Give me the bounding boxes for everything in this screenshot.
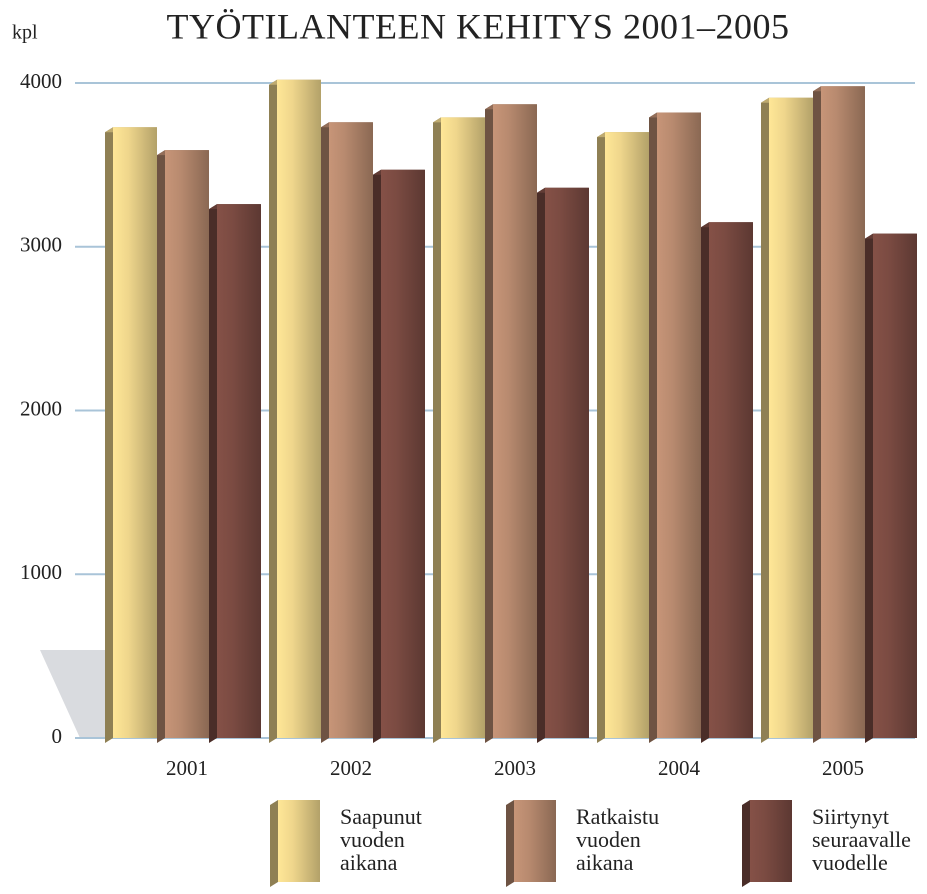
bar-side <box>269 79 277 744</box>
bar <box>545 187 589 739</box>
bar <box>441 117 485 738</box>
bar <box>165 150 209 738</box>
legend-swatch-side <box>742 800 750 887</box>
y-tick-label: 1000 <box>20 560 62 584</box>
legend-swatch <box>514 800 556 882</box>
bar-side <box>321 122 329 744</box>
legend-label: Siirtynyt seuraavalle vuodelle <box>812 804 911 875</box>
x-tick-label: 2005 <box>822 756 864 780</box>
bar-side <box>865 233 873 743</box>
chart-title: TYÖTILANTEEN KEHITYS 2001–2005 <box>167 6 790 46</box>
legend-label: Saapunut vuoden aikana <box>340 804 422 875</box>
bar-side <box>813 86 821 743</box>
bar-side <box>701 222 709 743</box>
bar <box>657 112 701 739</box>
bar-side <box>597 132 605 743</box>
y-axis-label: kpl <box>12 22 38 44</box>
bar-side <box>157 150 165 743</box>
legend-swatch-side <box>270 800 278 887</box>
bar <box>709 222 753 738</box>
bar <box>381 169 425 739</box>
bar <box>821 86 865 738</box>
legend-swatch <box>750 800 792 882</box>
bar <box>493 104 537 739</box>
bar-side <box>373 169 381 744</box>
bar-side <box>209 204 217 744</box>
bar <box>873 233 917 738</box>
bar-side <box>649 112 657 744</box>
legend-swatch-side <box>506 800 514 887</box>
bar <box>113 127 157 738</box>
bar <box>277 79 321 739</box>
bar <box>329 122 373 739</box>
bar <box>769 97 813 739</box>
y-tick-label: 2000 <box>20 396 62 420</box>
y-tick-label: 0 <box>52 724 63 748</box>
bar-side <box>485 104 493 744</box>
x-tick-label: 2001 <box>166 756 208 780</box>
bar-side <box>105 127 113 743</box>
x-tick-label: 2004 <box>658 756 701 780</box>
y-tick-label: 4000 <box>20 69 62 93</box>
bar-side <box>433 117 441 743</box>
bar-side <box>537 187 545 744</box>
bar <box>605 132 649 738</box>
y-tick-label: 3000 <box>20 233 62 257</box>
x-tick-label: 2003 <box>494 756 536 780</box>
legend-label: Ratkaistu vuoden aikana <box>576 804 660 875</box>
x-tick-label: 2002 <box>330 756 372 780</box>
bar-side <box>761 97 769 744</box>
bar <box>217 204 261 739</box>
legend-swatch <box>278 800 320 882</box>
